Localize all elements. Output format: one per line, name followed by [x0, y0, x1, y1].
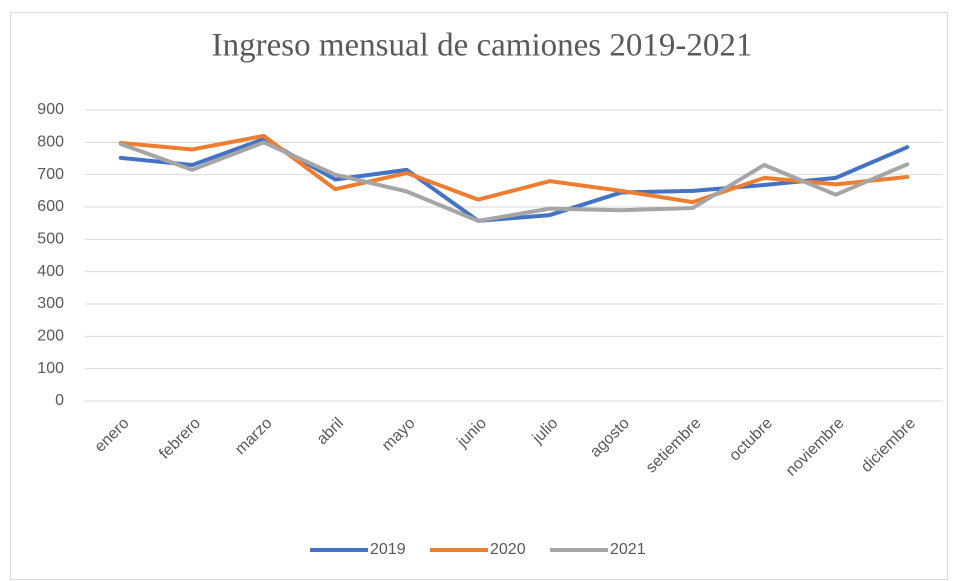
y-tick-label: 400: [37, 263, 64, 280]
legend-label: 2020: [490, 541, 526, 558]
legend-label: 2019: [370, 541, 406, 558]
chart-frame: [10, 12, 948, 580]
y-tick-label: 100: [37, 360, 64, 377]
legend-label: 2021: [610, 541, 646, 558]
y-tick-label: 500: [37, 231, 64, 248]
y-tick-label: 600: [37, 198, 64, 215]
series-line: [118, 137, 910, 223]
series-line: [118, 140, 910, 223]
y-tick-label: 700: [37, 166, 64, 183]
y-tick-label: 0: [55, 392, 64, 409]
y-tick-label: 900: [37, 101, 64, 118]
y-tick-label: 800: [37, 134, 64, 151]
y-tick-label: 300: [37, 295, 64, 312]
y-tick-label: 200: [37, 328, 64, 345]
series-line: [118, 133, 910, 205]
chart-title: Ingreso mensual de camiones 2019-2021: [212, 28, 753, 64]
